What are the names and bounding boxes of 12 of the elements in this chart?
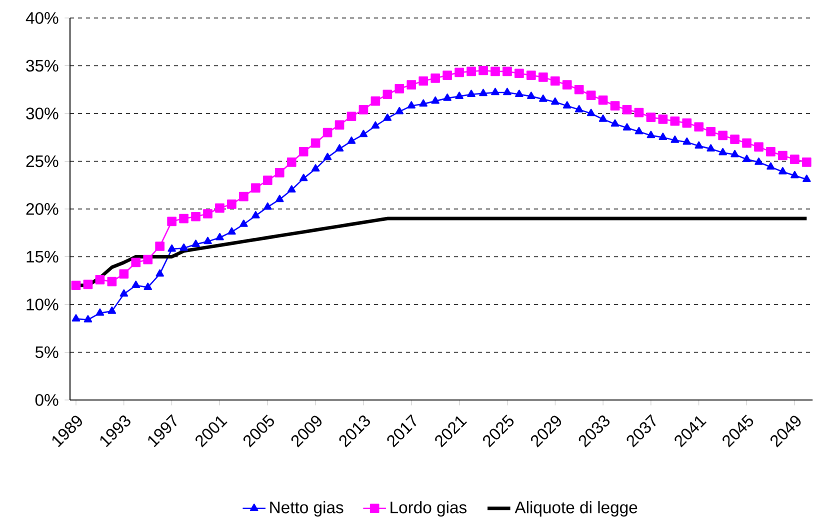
y-tick-label: 10% xyxy=(26,298,58,310)
y-tick-label: 0% xyxy=(35,394,58,406)
y-tick-label: 35% xyxy=(26,60,58,72)
legend-label: Aliquote di legge xyxy=(514,501,638,517)
y-tick-label: 25% xyxy=(26,155,58,168)
legend-label: Lordo gias xyxy=(390,501,466,517)
y-tick-label: 20% xyxy=(26,203,58,215)
legend-label: Netto gias xyxy=(270,501,344,517)
y-tick-label: 40% xyxy=(26,12,58,24)
y-tick-label: 15% xyxy=(26,250,58,263)
y-tick-label: 5% xyxy=(35,346,58,358)
y-tick-label: 30% xyxy=(26,108,58,120)
